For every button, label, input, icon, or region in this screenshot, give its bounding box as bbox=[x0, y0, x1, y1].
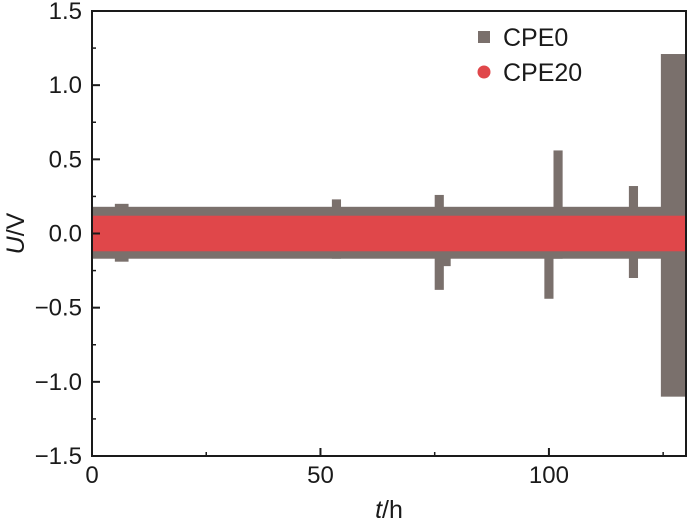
axes: 1.5 1.0 0.5 0.0 −0.5 −1.0 −1.50 50 100 bbox=[35, 0, 687, 489]
x-axis-label: t/h bbox=[375, 496, 403, 524]
legend-label-cpe0: CPE0 bbox=[503, 24, 568, 52]
y-tick-label: −0.5 bbox=[35, 295, 82, 322]
plot-area bbox=[92, 54, 686, 397]
legend-marker-cpe20 bbox=[477, 65, 491, 79]
y-tick-label: −1.0 bbox=[35, 369, 82, 396]
y-tick-label: −1.5 bbox=[35, 443, 82, 470]
y-tick-label: 0.0 bbox=[49, 221, 82, 248]
y-tick-label: 1.0 bbox=[49, 72, 82, 99]
legend-label-cpe20: CPE20 bbox=[503, 59, 582, 87]
series-cpe20-band bbox=[92, 215, 686, 252]
x-axis-variable: t bbox=[375, 496, 383, 524]
y-tick-label: 0.5 bbox=[49, 146, 82, 173]
legend-marker-cpe0 bbox=[478, 31, 490, 43]
legend: CPE0 CPE20 bbox=[477, 24, 582, 87]
x-tick-label: 50 bbox=[307, 462, 334, 489]
y-axis-label: U/V bbox=[2, 212, 30, 254]
y-axis-variable: U bbox=[2, 235, 30, 254]
y-axis-unit: /V bbox=[2, 212, 30, 236]
series-cpe0-spike-5 bbox=[553, 150, 563, 259]
x-tick-label: 0 bbox=[85, 462, 98, 489]
x-tick-label: 100 bbox=[529, 462, 569, 489]
y-tick-label: 1.5 bbox=[49, 0, 82, 25]
series-cpe0-spike-4 bbox=[544, 208, 554, 299]
x-axis-unit: /h bbox=[382, 496, 403, 524]
